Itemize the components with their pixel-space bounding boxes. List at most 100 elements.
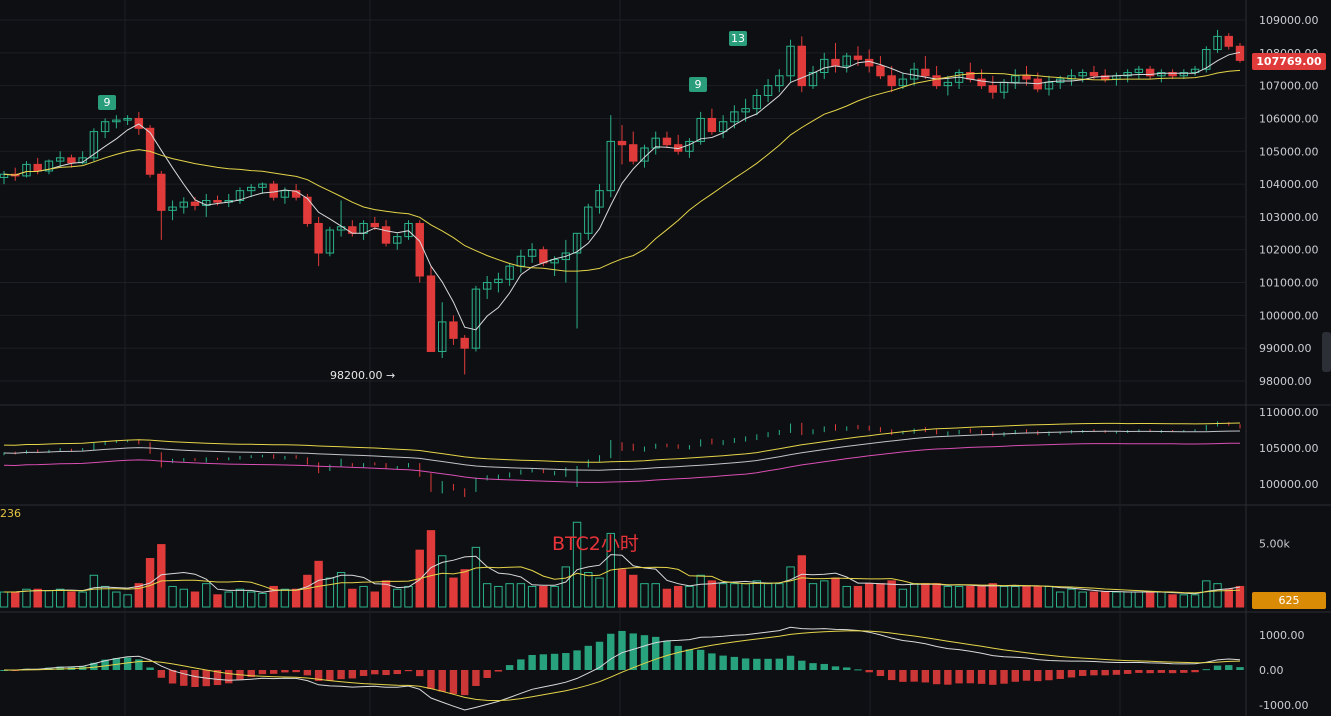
- macd-histogram-bar: [123, 657, 132, 670]
- volume-bar: [662, 588, 672, 608]
- overview-tick-label: 100000.00: [1259, 478, 1319, 491]
- macd-histogram-bar: [539, 654, 548, 670]
- candle-body: [932, 75, 941, 87]
- price-tick-label: 107000.00: [1259, 80, 1319, 93]
- candle-body: [280, 190, 290, 198]
- price-tick-label: 109000.00: [1259, 14, 1319, 27]
- candle-body: [78, 157, 87, 164]
- candle-body: [831, 58, 840, 67]
- volume-bar: [291, 588, 301, 608]
- macd-histogram-bar: [1067, 670, 1076, 678]
- volume-bar: [999, 585, 1009, 608]
- ma-slow-line: [3, 69, 1241, 272]
- macd-histogram-bar: [1180, 670, 1188, 673]
- macd-histogram-bar: [1101, 670, 1109, 676]
- volume-bar: [1202, 580, 1211, 608]
- macd-histogram-bar: [865, 670, 873, 673]
- volume-bar: [617, 569, 627, 608]
- candle-body: [123, 117, 132, 121]
- macd-histogram-bar: [910, 670, 918, 682]
- macd-histogram-bar: [337, 670, 345, 680]
- candle-body: [482, 282, 492, 290]
- volume-bar: [1033, 585, 1042, 608]
- macd-histogram-bar: [1191, 670, 1199, 673]
- volume-bar: [977, 585, 986, 608]
- candle-body: [314, 222, 323, 254]
- volume-bar: [1134, 591, 1144, 608]
- volume-bar: [572, 521, 582, 608]
- macd-histogram-bar: [393, 670, 401, 675]
- macd-histogram-bar: [607, 633, 615, 670]
- candle-body: [527, 249, 537, 257]
- volume-bar: [381, 580, 391, 608]
- candle-body: [629, 144, 638, 162]
- candle-body: [471, 288, 481, 349]
- candle-body: [853, 55, 863, 60]
- candle-body: [696, 117, 705, 142]
- candle-body: [1157, 72, 1166, 77]
- macd-histogram-bar: [326, 670, 334, 681]
- candle-body: [898, 78, 908, 87]
- panel-resize-handle[interactable]: [1322, 332, 1331, 372]
- volume-bar: [348, 588, 357, 608]
- volume-bar: [460, 569, 469, 608]
- macd-histogram-bar: [258, 670, 267, 675]
- macd-histogram-bar: [685, 649, 694, 670]
- volume-bar: [269, 585, 278, 608]
- candle-body: [584, 206, 593, 234]
- macd-histogram-bar: [56, 666, 64, 670]
- volume-left-label: 236: [0, 507, 21, 520]
- candle-body: [325, 229, 335, 254]
- macd-histogram-bar: [989, 670, 997, 685]
- candle-body: [179, 201, 188, 208]
- candle-body: [494, 278, 503, 284]
- volume-bar: [78, 591, 87, 608]
- volume-bar: [797, 555, 806, 608]
- volume-bar: [808, 583, 818, 608]
- volume-bar: [280, 588, 290, 608]
- band-upper-line: [3, 422, 1241, 463]
- macd-histogram-bar: [741, 658, 750, 670]
- candle-body: [707, 117, 717, 133]
- volume-bar: [550, 585, 559, 608]
- candle-body: [370, 222, 380, 228]
- price-tick-label: 99000.00: [1259, 342, 1312, 355]
- candle-body: [55, 157, 65, 162]
- chart-title: BTC2小时: [552, 533, 639, 555]
- macd-histogram-bar: [314, 670, 323, 681]
- candle-body: [550, 259, 559, 264]
- macd-histogram-bar: [809, 663, 817, 670]
- volume-bar: [179, 588, 188, 608]
- macd-histogram-bar: [798, 660, 806, 670]
- macd-histogram-bar: [101, 659, 109, 670]
- macd-histogram-bar: [652, 636, 660, 670]
- candle-body: [1089, 72, 1099, 77]
- candle-body: [539, 249, 548, 264]
- band-middle-line: [3, 430, 1241, 471]
- macd-histogram-bar: [528, 654, 536, 670]
- candle-body: [718, 121, 728, 133]
- macd-histogram-bar: [146, 667, 154, 670]
- macd-histogram-bar: [404, 670, 413, 672]
- volume-bar: [842, 585, 851, 608]
- price-tick-label: 98000.00: [1259, 375, 1312, 388]
- macd-histogram-bar: [944, 670, 952, 685]
- macd-histogram-bar: [550, 653, 559, 670]
- candle-body: [808, 72, 818, 87]
- macd-histogram-bar: [730, 656, 739, 670]
- macd-histogram-bar: [1056, 670, 1064, 679]
- volume-bar: [314, 560, 323, 608]
- volume-bar: [55, 588, 65, 608]
- price-tick-label: 101000.00: [1259, 277, 1319, 290]
- macd-histogram-bar: [427, 670, 435, 689]
- macd-histogram-bar: [438, 670, 446, 692]
- macd-histogram-bar: [966, 670, 975, 684]
- macd-histogram-bar: [775, 658, 784, 670]
- volume-bar: [1100, 591, 1110, 608]
- candle-body: [1213, 35, 1222, 51]
- candle-body: [786, 45, 795, 77]
- macd-histogram-bar: [618, 630, 626, 670]
- volume-bar: [1179, 594, 1189, 608]
- macd-histogram-bar: [494, 670, 503, 672]
